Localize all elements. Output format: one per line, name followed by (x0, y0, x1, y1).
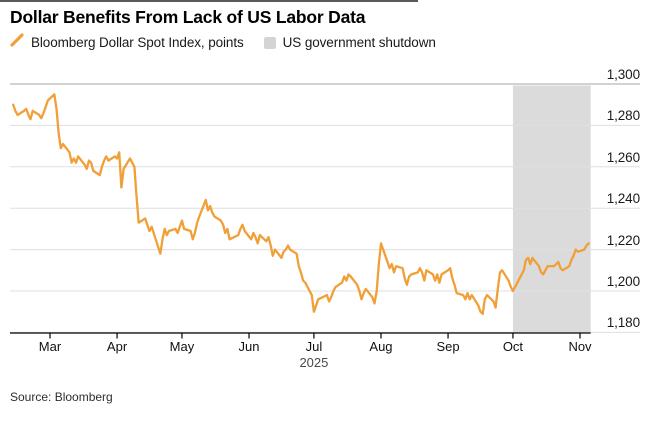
page-title: Dollar Benefits From Lack of US Labor Da… (10, 7, 366, 27)
legend-item-series: Bloomberg Dollar Spot Index, points (10, 33, 244, 52)
x-axis-label: Jun (238, 339, 260, 354)
x-axis-year-label: 2025 (299, 355, 329, 370)
y-axis-label: 1,240 (606, 191, 640, 207)
x-axis-label: Oct (502, 339, 524, 354)
shutdown-swatch-icon (263, 36, 276, 49)
y-axis-label: 1,280 (606, 108, 640, 124)
x-axis-label: Mar (38, 339, 62, 354)
x-axis-label: Nov (568, 339, 592, 354)
crop-artifact-bar (0, 0, 418, 2)
shutdown-band (512, 85, 591, 333)
x-axis-label: Aug (369, 339, 393, 354)
legend-series-label: Bloomberg Dollar Spot Index, points (31, 35, 244, 50)
x-axis-label: Jul (305, 339, 323, 354)
y-axis-label: 1,180 (606, 315, 640, 331)
x-axis-label: May (169, 339, 195, 354)
y-axis-label: 1,200 (606, 274, 640, 289)
y-axis-label: 1,260 (606, 149, 640, 165)
x-axis-label: Apr (106, 339, 128, 354)
source-note: Source: Bloomberg (10, 390, 113, 404)
legend-band-label: US government shutdown (282, 35, 436, 50)
line-swatch-icon (10, 33, 24, 52)
y-axis-label: 1,300 (606, 67, 640, 82)
legend: Bloomberg Dollar Spot Index, points US g… (10, 33, 436, 52)
x-axis-label: Sep (436, 339, 460, 354)
legend-item-shutdown: US government shutdown (263, 35, 436, 50)
y-axis-label: 1,220 (606, 232, 640, 248)
dollar-index-line (12, 93, 590, 315)
